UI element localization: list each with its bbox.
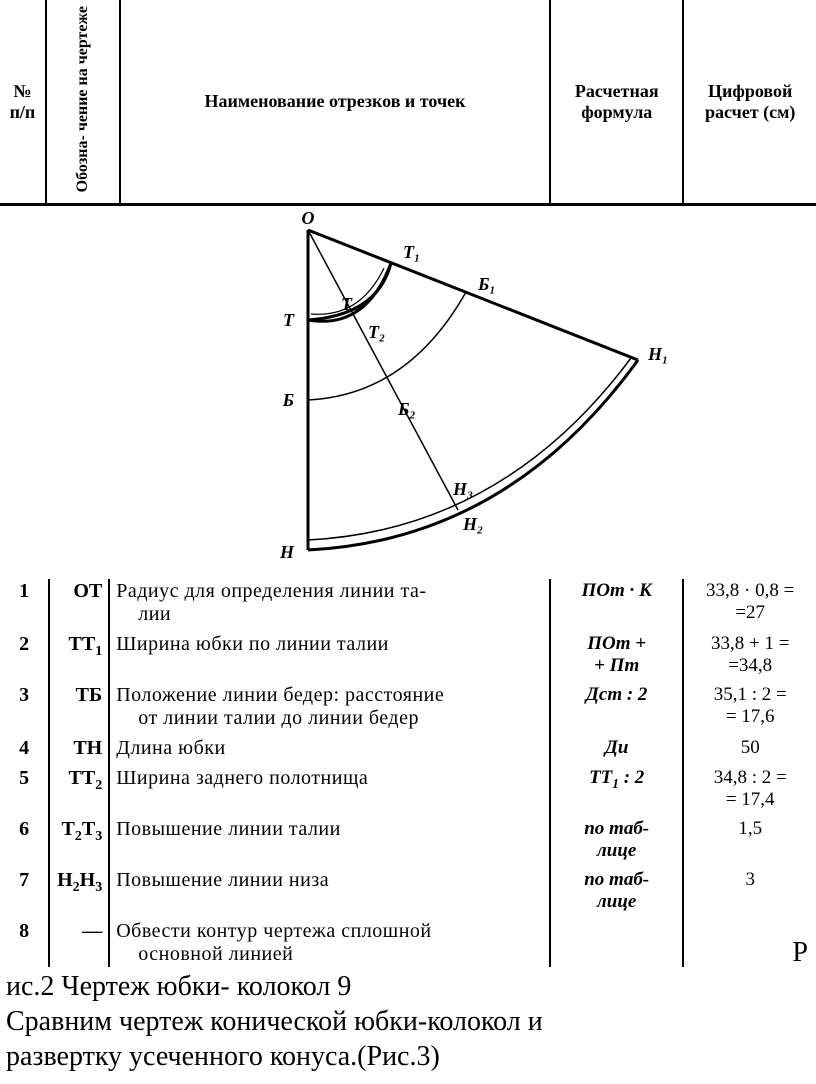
cell-code: Т2Т3 (49, 812, 109, 863)
hdr-code: Обозна- чение на чертеже (46, 0, 120, 205)
hdr-name-text: Наименование отрезков и точек (204, 91, 465, 111)
table-row: 6Т2Т3Повышение линии талиипо таб-лице1,5 (0, 812, 816, 863)
cell-code: ОТ (49, 579, 109, 627)
cell-name: Положение линии бедер: расстояние от лин… (109, 678, 550, 731)
header-table: № п/п Обозна- чение на чертеже Наименова… (0, 0, 816, 206)
lbl-B2: Б₂ (397, 399, 416, 419)
lbl-B1: Б₁ (477, 274, 496, 294)
cap-line3: развертку усеченного конуса.(Рис.3) (6, 1041, 440, 1072)
cell-calc: 3 (683, 863, 816, 914)
hdr-calc-text: Цифровой расчет (см) (705, 81, 795, 122)
cell-num: 2 (0, 627, 49, 678)
cell-name: Радиус для определения линии та- лии (109, 579, 550, 627)
hdr-num-text: № п/п (10, 81, 36, 122)
cell-name: Ширина юбки по линии талии (109, 627, 550, 678)
cell-num: 4 (0, 731, 49, 761)
cell-calc: 35,1 : 2 == 17,6 (683, 678, 816, 731)
cell-calc: 33,8 · 0,8 ==27 (683, 579, 816, 627)
cell-form: ТТ1 : 2 (550, 761, 683, 812)
cell-form (550, 914, 683, 967)
cell-num: 1 (0, 579, 49, 627)
lbl-T3: Т₃ (341, 294, 358, 314)
cell-form: Дст : 2 (550, 678, 683, 731)
table-row: 8—Обвести контур чертежа сплошной основн… (0, 914, 816, 967)
cell-code: ТТ2 (49, 761, 109, 812)
hdr-form-text: Расчетная формула (575, 81, 659, 122)
cell-code: ТТ1 (49, 627, 109, 678)
cell-name: Ширина заднего полотнища (109, 761, 550, 812)
hdr-num: № п/п (0, 0, 46, 205)
cell-form: по таб-лице (550, 812, 683, 863)
cell-form: Ди (550, 731, 683, 761)
hanging-r: Р (792, 937, 816, 969)
lbl-H: Н (279, 542, 295, 562)
cell-code: ТБ (49, 678, 109, 731)
cell-num: 8 (0, 914, 49, 967)
table-row: 1ОТРадиус для определения линии та- лииП… (0, 579, 816, 627)
cell-form: по таб-лице (550, 863, 683, 914)
skirt-diagram: О Т Т₁ Т₂ Т₃ Б Б₁ Б₂ Н Н₁ Н₂ Н₃ (108, 210, 708, 570)
cell-calc: 34,8 : 2 == 17,4 (683, 761, 816, 812)
cap-line1: ис.2 Чертеж юбки- колокол 9 (6, 971, 351, 1002)
cell-name: Обвести контур чертежа сплошной основной… (109, 914, 550, 967)
cap-line2: Сравним чертеж конической юбки-колокол и (6, 1006, 543, 1037)
lbl-O: О (302, 210, 315, 228)
hdr-form: Расчетная формула (550, 0, 683, 205)
table-row: 5ТТ2Ширина заднего полотнищаТТ1 : 234,8 … (0, 761, 816, 812)
hdr-name: Наименование отрезков и точек (120, 0, 550, 205)
cell-num: 3 (0, 678, 49, 731)
table-row: 4ТНДлина юбкиДи50 (0, 731, 816, 761)
cell-name: Повышение линии низа (109, 863, 550, 914)
lbl-H3: Н₃ (452, 479, 473, 499)
lbl-T2: Т₂ (368, 322, 385, 342)
cell-form: ПОт · К (550, 579, 683, 627)
cell-code: ТН (49, 731, 109, 761)
caption: ис.2 Чертеж юбки- колокол 9 Сравним черт… (0, 967, 816, 1084)
lbl-H2: Н₂ (462, 514, 483, 534)
cell-code: Н2Н3 (49, 863, 109, 914)
data-tbody: 1ОТРадиус для определения линии та- лииП… (0, 579, 816, 967)
cell-code: — (49, 914, 109, 967)
table-row: 3ТБПоложение линии бедер: расстояние от … (0, 678, 816, 731)
lbl-T: Т (283, 310, 295, 330)
lbl-H1: Н₁ (647, 344, 668, 364)
cell-name: Повышение линии талии (109, 812, 550, 863)
diagram-wrap: О Т Т₁ Т₂ Т₃ Б Б₁ Б₂ Н Н₁ Н₂ Н₃ (0, 206, 816, 579)
cell-num: 5 (0, 761, 49, 812)
hdr-code-text: Обозна- чение на чертеже (75, 6, 91, 192)
cell-name: Длина юбки (109, 731, 550, 761)
cell-calc: 1,5 (683, 812, 816, 863)
cell-num: 7 (0, 863, 49, 914)
data-table: 1ОТРадиус для определения линии та- лииП… (0, 579, 816, 967)
lbl-T1: Т₁ (403, 242, 420, 262)
hdr-calc: Цифровой расчет (см) (683, 0, 816, 205)
cell-num: 6 (0, 812, 49, 863)
cell-calc: 33,8 + 1 ==34,8 (683, 627, 816, 678)
cell-form: ПОт ++ Пт (550, 627, 683, 678)
cell-calc: 50 (683, 731, 816, 761)
table-row: 2ТТ1Ширина юбки по линии талииПОт ++ Пт3… (0, 627, 816, 678)
table-row: 7Н2Н3Повышение линии низапо таб-лице3 (0, 863, 816, 914)
lbl-B: Б (282, 390, 294, 410)
